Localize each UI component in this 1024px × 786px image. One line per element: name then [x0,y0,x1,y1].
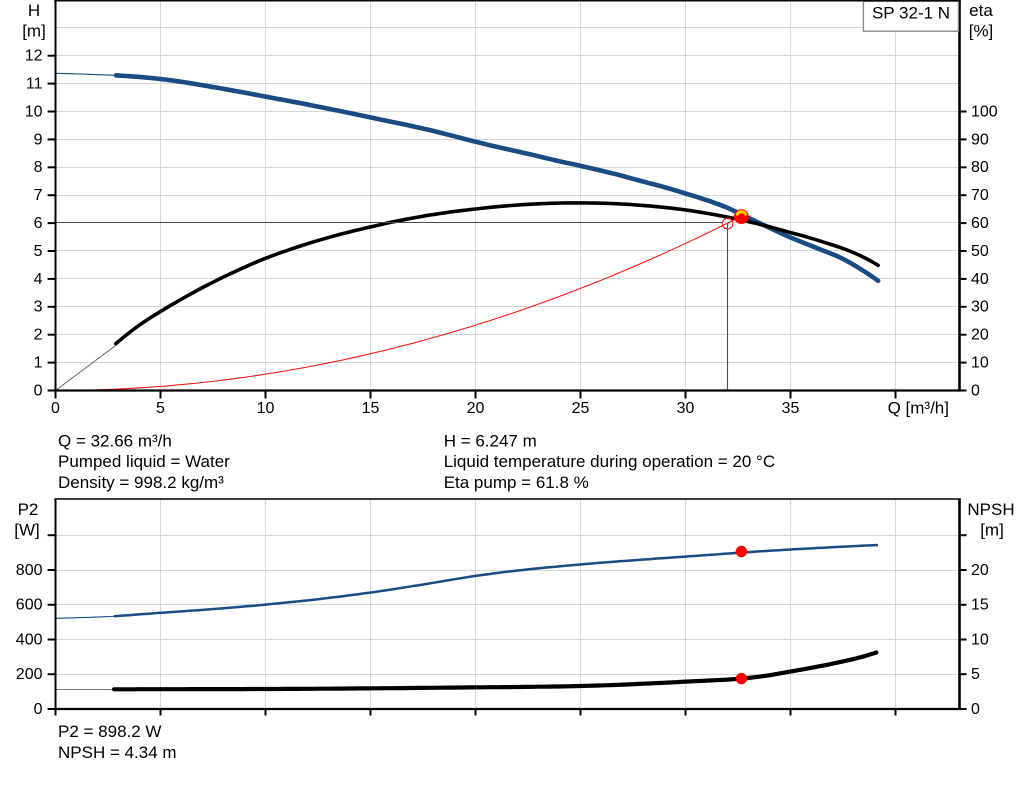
svg-text:100: 100 [971,103,998,120]
svg-text:0: 0 [971,382,980,399]
svg-text:0: 0 [971,701,980,718]
svg-text:10: 10 [25,103,43,120]
svg-text:3: 3 [34,299,43,316]
svg-text:12: 12 [25,48,43,65]
svg-text:0: 0 [34,701,43,718]
svg-text:1: 1 [34,355,43,372]
svg-text:200: 200 [16,666,43,683]
svg-text:Eta pump = 61.8 %: Eta pump = 61.8 % [444,473,589,492]
svg-text:5: 5 [156,400,165,417]
svg-text:eta: eta [969,1,993,20]
svg-text:30: 30 [677,400,695,417]
svg-text:400: 400 [16,631,43,648]
svg-text:H: H [28,1,40,20]
svg-text:5: 5 [971,666,980,683]
svg-text:Liquid temperature during oper: Liquid temperature during operation = 20… [444,452,775,471]
svg-text:Pumped liquid = Water: Pumped liquid = Water [58,452,230,471]
svg-text:[W]: [W] [14,521,40,540]
svg-text:60: 60 [971,215,989,232]
svg-text:P2 = 898.2 W: P2 = 898.2 W [58,722,161,741]
svg-text:Q [m³/h]: Q [m³/h] [888,399,949,418]
svg-text:30: 30 [971,299,989,316]
svg-text:5: 5 [34,243,43,260]
svg-text:4: 4 [34,271,43,288]
svg-text:[m]: [m] [980,521,1004,540]
svg-text:20: 20 [971,562,989,579]
svg-text:20: 20 [971,327,989,344]
svg-text:[m]: [m] [22,21,46,40]
svg-text:7: 7 [34,187,43,204]
svg-text:8: 8 [34,159,43,176]
svg-text:H = 6.247 m: H = 6.247 m [444,431,537,450]
svg-text:0: 0 [51,400,60,417]
svg-text:10: 10 [257,400,275,417]
svg-text:11: 11 [26,76,43,93]
svg-text:NPSH = 4.34 m: NPSH = 4.34 m [58,743,177,762]
svg-text:70: 70 [971,187,989,204]
svg-text:40: 40 [971,271,989,288]
svg-text:9: 9 [34,131,43,148]
svg-text:6: 6 [34,215,43,232]
svg-text:NPSH: NPSH [967,500,1014,519]
svg-text:10: 10 [971,631,989,648]
svg-text:600: 600 [16,597,43,614]
svg-text:Q = 32.66 m³/h: Q = 32.66 m³/h [58,431,172,450]
svg-text:20: 20 [467,400,485,417]
svg-text:10: 10 [971,355,989,372]
svg-text:80: 80 [971,159,989,176]
svg-text:15: 15 [971,597,989,614]
svg-text:25: 25 [572,400,590,417]
svg-text:0: 0 [34,382,43,399]
svg-text:SP 32-1 N: SP 32-1 N [872,3,950,22]
svg-text:50: 50 [971,243,989,260]
svg-text:P2: P2 [18,500,39,519]
svg-text:Density = 998.2 kg/m³: Density = 998.2 kg/m³ [58,473,224,492]
svg-text:15: 15 [362,400,380,417]
svg-text:[%]: [%] [969,21,994,40]
svg-text:35: 35 [782,400,800,417]
svg-text:800: 800 [16,562,43,579]
svg-text:90: 90 [971,131,989,148]
svg-text:2: 2 [34,327,43,344]
